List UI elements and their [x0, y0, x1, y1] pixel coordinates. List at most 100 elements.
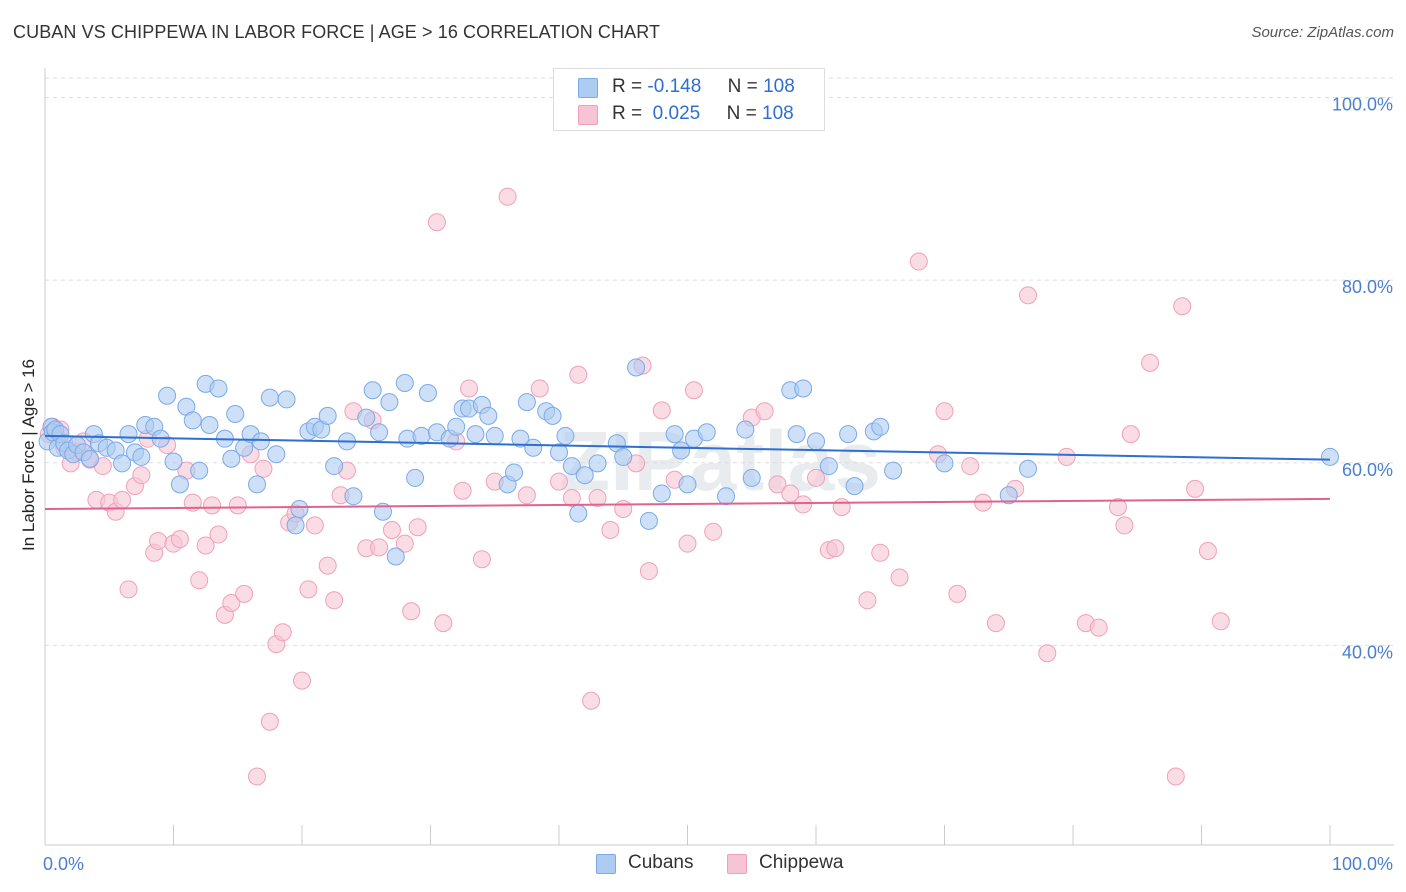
- chippewa-point: [1038, 644, 1057, 663]
- chippewa-point: [961, 457, 980, 476]
- chippewa-point: [1173, 297, 1192, 316]
- chippewa-point: [550, 472, 568, 491]
- chippewa-point: [768, 475, 787, 494]
- chart-source: Source: ZipAtlas.com: [1251, 24, 1394, 41]
- cubans-point: [370, 423, 389, 442]
- cubans-point: [164, 452, 183, 471]
- chippewa-point: [472, 550, 491, 569]
- chippewa-point: [370, 538, 389, 557]
- chippewa-point: [254, 459, 273, 478]
- chippewa-point: [569, 365, 588, 384]
- chippewa-point: [113, 490, 132, 509]
- chippewa-point: [652, 401, 671, 420]
- chippewa-point: [614, 499, 633, 518]
- y-axis-label: In Labor Force | Age > 16: [19, 358, 38, 552]
- chippewa-point: [1089, 618, 1108, 637]
- cubans-point: [479, 406, 498, 425]
- chippewa-point: [794, 495, 813, 514]
- cubans-point: [672, 441, 691, 460]
- chippewa-point: [755, 402, 774, 421]
- cubans-point: [158, 386, 177, 405]
- chippewa-swatch: [578, 105, 598, 125]
- cubans-point: [418, 384, 437, 403]
- chippewa-point: [1115, 516, 1134, 535]
- chippewa-point: [222, 594, 241, 613]
- chippewa-point: [434, 614, 453, 633]
- chippewa-point: [132, 466, 151, 485]
- chippewa-point: [807, 468, 825, 487]
- cubans-point: [363, 381, 382, 400]
- cubans-point: [652, 484, 671, 503]
- cubans-point: [80, 449, 99, 468]
- cubans-point: [395, 373, 414, 392]
- cubans-point: [318, 406, 337, 425]
- chippewa-point: [781, 484, 800, 503]
- chart-title: CUBAN VS CHIPPEWA IN LABOR FORCE | AGE >…: [13, 22, 661, 42]
- cubans-point: [697, 423, 716, 442]
- cubans-point: [1321, 447, 1339, 466]
- cubans-point: [190, 461, 209, 480]
- cubans-point: [447, 417, 466, 436]
- chippewa-point: [562, 489, 581, 508]
- chippewa-point: [273, 623, 292, 642]
- legend-n-value: 108: [763, 76, 795, 97]
- cubans-point: [839, 425, 858, 444]
- legend-r-value: 0.025: [652, 103, 701, 124]
- cubans-point: [325, 457, 344, 476]
- chippewa-point: [1186, 479, 1205, 498]
- chippewa-point: [858, 591, 877, 610]
- chippewa-point: [119, 580, 138, 599]
- chippewa-point: [684, 381, 703, 400]
- chippewa-point: [678, 534, 697, 553]
- cubans-point: [678, 475, 697, 494]
- axes: [44, 68, 1394, 846]
- cubans-point: [999, 486, 1018, 505]
- cubans-point: [260, 388, 279, 407]
- cubans-point: [562, 457, 581, 476]
- chippewa-point: [305, 516, 324, 535]
- x-tick-label: 0.0%: [43, 854, 84, 874]
- chippewa-point: [986, 614, 1005, 633]
- chippewa-point: [190, 571, 209, 590]
- cubans-point: [386, 547, 405, 566]
- chippewa-point: [427, 213, 446, 232]
- chippewa-point: [293, 671, 311, 690]
- cubans-point: [569, 504, 588, 523]
- chippewa-point: [948, 584, 967, 603]
- y-tick-label: 80.0%: [1342, 277, 1393, 297]
- cubans-point: [511, 429, 530, 448]
- cubans-point: [357, 408, 376, 427]
- chippewa-point: [639, 562, 658, 581]
- chippewa-point: [1198, 541, 1217, 560]
- cubans-trend-line: [44, 434, 1331, 461]
- cubans-point: [119, 425, 138, 444]
- cubans-point: [627, 358, 646, 377]
- cubans-point: [286, 516, 305, 535]
- chippewa-point: [203, 496, 222, 515]
- chippewa-point: [1211, 612, 1230, 631]
- cubans-point: [935, 454, 954, 473]
- cubans-point: [406, 468, 425, 487]
- chippewa-point: [402, 602, 421, 621]
- chippewa-point: [325, 591, 344, 610]
- cubans-point: [807, 432, 825, 451]
- cubans-swatch: [578, 78, 598, 98]
- cubans-point: [794, 379, 813, 398]
- chippewa-point: [1166, 767, 1185, 786]
- chippewa-point: [395, 534, 414, 553]
- chippewa-point: [1057, 447, 1076, 466]
- chippewa-swatch: [727, 854, 747, 874]
- cubans-point: [505, 463, 524, 482]
- cubans-point: [466, 425, 485, 444]
- legend-r-label: R =: [612, 76, 643, 97]
- cubans-point: [485, 426, 504, 445]
- chippewa-point: [382, 520, 401, 539]
- cubans-point: [556, 426, 575, 445]
- cubans-point: [1019, 459, 1038, 478]
- chippewa-point: [196, 536, 215, 555]
- grid-lines: [45, 77, 1394, 646]
- cubans-point: [550, 443, 568, 462]
- chippewa-point: [408, 518, 427, 537]
- chippewa-point: [601, 520, 620, 539]
